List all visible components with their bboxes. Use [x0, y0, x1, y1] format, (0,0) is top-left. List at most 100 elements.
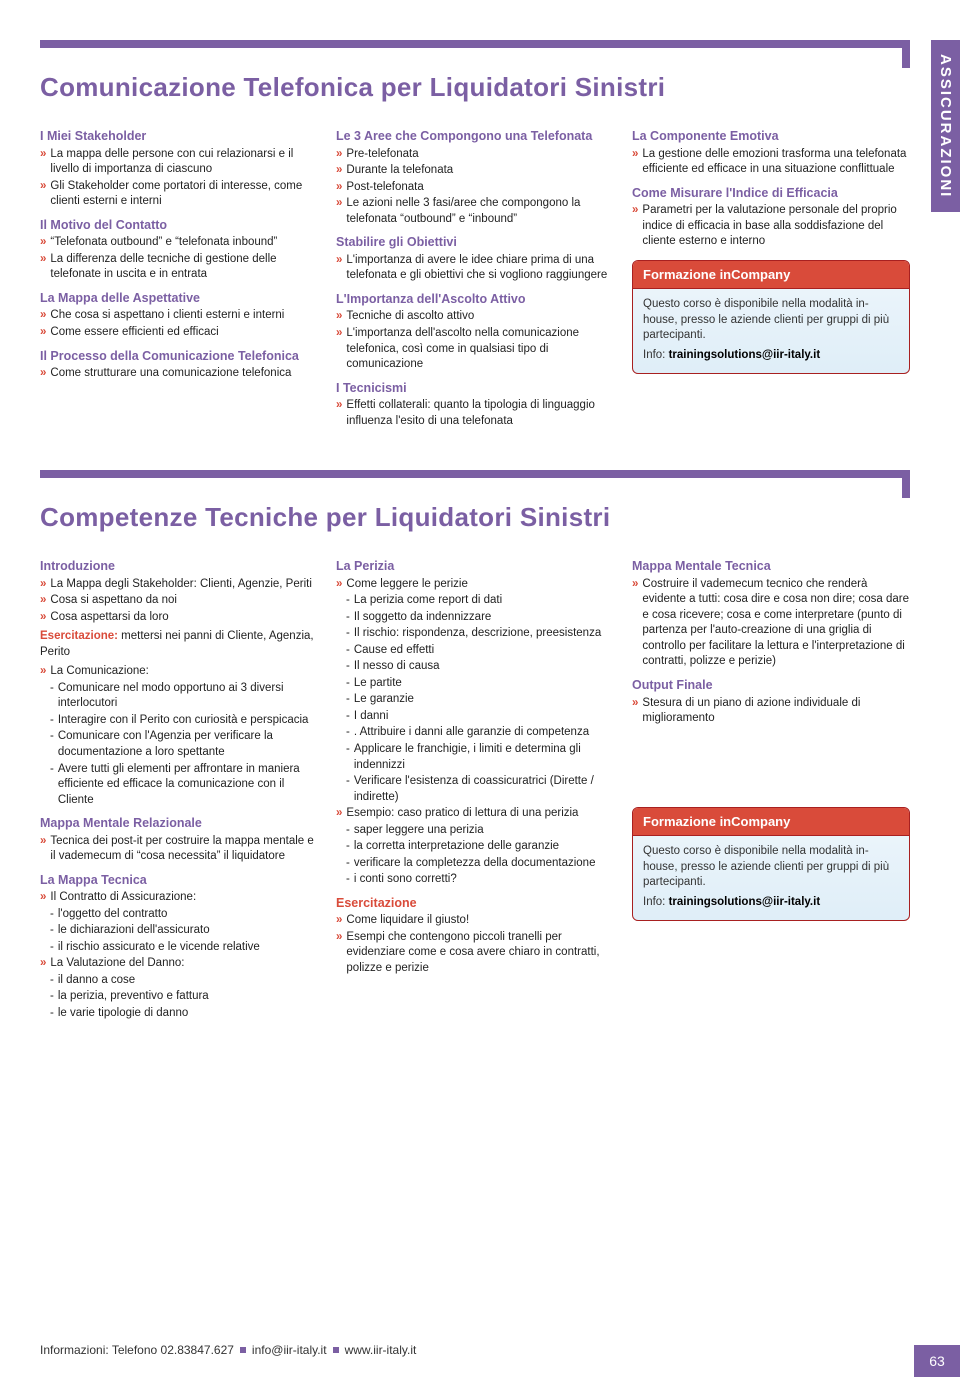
footer-info: Informazioni: Telefono 02.83847.627 [40, 1343, 234, 1357]
bullet: »Effetti collaterali: quanto la tipologi… [336, 398, 614, 429]
s1-col3: La Componente Emotiva »La gestione delle… [632, 121, 910, 430]
bullet: »La Comunicazione: [40, 664, 318, 680]
bullet: »Cosa aspettarsi da loro [40, 610, 318, 626]
footer-site: www.iir-italy.it [345, 1343, 417, 1357]
box-info-email: trainingsolutions@iir-italy.it [669, 896, 821, 908]
dash-item: -Il rischio: rispondenza, descrizione, p… [346, 626, 614, 642]
bullet: »Come strutturare una comunicazione tele… [40, 366, 318, 382]
square-icon [333, 1347, 339, 1353]
incompany-box: Formazione inCompany Questo corso è disp… [632, 260, 910, 375]
bullet: »La Mappa degli Stakeholder: Clienti, Ag… [40, 577, 318, 593]
section-rule [40, 40, 910, 68]
bullet: »L'importanza dell'ascolto nella comunic… [336, 326, 614, 373]
box-info-label: Info: [643, 349, 665, 361]
dash-item: -i conti sono corretti? [346, 872, 614, 888]
bullet: »Come leggere le perizie [336, 577, 614, 593]
dash-item: -Avere tutti gli elementi per affrontare… [50, 762, 318, 809]
dash-item: -Il soggetto da indennizzare [346, 610, 614, 626]
box-text: Questo corso è disponibile nella modalit… [643, 844, 899, 891]
box-title: Formazione inCompany [633, 808, 909, 837]
heading: La Mappa Tecnica [40, 873, 318, 889]
box-text: Questo corso è disponibile nella modalit… [643, 297, 899, 344]
bullet: »Che cosa si aspettano i clienti esterni… [40, 308, 318, 324]
dash-item: -l'oggetto del contratto [50, 907, 318, 923]
heading: La Perizia [336, 559, 614, 575]
heading: Le 3 Aree che Compongono una Telefonata [336, 129, 614, 145]
dash-item: -Interagire con il Perito con curiosità … [50, 713, 318, 729]
page: ASSICURAZIONI Comunicazione Telefonica p… [0, 0, 960, 1377]
dash-item: -Applicare le franchigie, i limiti e det… [346, 742, 614, 773]
bullet: »Parametri per la valutazione personale … [632, 203, 910, 250]
bullet: »Esempi che contengono piccoli tranelli … [336, 930, 614, 977]
dash-item: -verificare la completezza della documen… [346, 856, 614, 872]
bullet: »Costruire il vademecum tecnico che rend… [632, 577, 910, 670]
dash-item: -Le partite [346, 676, 614, 692]
bullet: »Tecnica dei post-it per costruire la ma… [40, 834, 318, 865]
square-icon [240, 1347, 246, 1353]
box-body: Questo corso è disponibile nella modalit… [633, 295, 909, 365]
bullet: »Post-telefonata [336, 180, 614, 196]
dash-item: -La perizia come report di dati [346, 593, 614, 609]
bullet: »Esempio: caso pratico di lettura di una… [336, 806, 614, 822]
bullet: »La Valutazione del Danno: [40, 956, 318, 972]
bullet: »“Telefonata outbound” e “telefonata inb… [40, 235, 318, 251]
heading: Output Finale [632, 678, 910, 694]
heading-esercitazione: Esercitazione [336, 896, 614, 912]
section-2-columns: Introduzione »La Mappa degli Stakeholder… [40, 551, 910, 1022]
section-2-title: Competenze Tecniche per Liquidatori Sini… [40, 502, 910, 533]
bullet: »Come essere efficienti ed efficaci [40, 325, 318, 341]
bullet: »Gli Stakeholder come portatori di inter… [40, 179, 318, 210]
box-info-label: Info: [643, 896, 665, 908]
section-1: Comunicazione Telefonica per Liquidatori… [40, 40, 910, 430]
dash-item: -il danno a cose [50, 973, 318, 989]
dash-item: -Comunicare con l'Agenzia per verificare… [50, 729, 318, 760]
dash-item: -Il nesso di causa [346, 659, 614, 675]
bullet: »Il Contratto di Assicurazione: [40, 890, 318, 906]
box-info-email: trainingsolutions@iir-italy.it [669, 349, 821, 361]
footer-email: info@iir-italy.it [252, 1343, 327, 1357]
footer: Informazioni: Telefono 02.83847.627 info… [40, 1343, 960, 1357]
dash-item: -la corretta interpretazione delle garan… [346, 839, 614, 855]
esercitazione-line: Esercitazione: mettersi nei panni di Cli… [40, 629, 318, 660]
section-1-columns: I Miei Stakeholder »La mappa delle perso… [40, 121, 910, 430]
bullet: »Pre-telefonata [336, 147, 614, 163]
heading: Il Processo della Comunicazione Telefoni… [40, 349, 318, 365]
s1-col2: Le 3 Aree che Compongono una Telefonata … [336, 121, 614, 430]
bullet: »Tecniche di ascolto attivo [336, 309, 614, 325]
heading: Mappa Mentale Relazionale [40, 816, 318, 832]
heading: Stabilire gli Obiettivi [336, 235, 614, 251]
bullet: »La differenza delle tecniche di gestion… [40, 252, 318, 283]
s2-col2: La Perizia »Come leggere le perizie -La … [336, 551, 614, 1022]
esercitazione-head: Esercitazione: [40, 630, 118, 642]
box-body: Questo corso è disponibile nella modalit… [633, 842, 909, 912]
s2-col1: Introduzione »La Mappa degli Stakeholder… [40, 551, 318, 1022]
section-1-title: Comunicazione Telefonica per Liquidatori… [40, 72, 910, 103]
section-rule [40, 470, 910, 498]
dash-item: -I danni [346, 709, 614, 725]
heading: L'Importanza dell'Ascolto Attivo [336, 292, 614, 308]
heading: Come Misurare l'Indice di Efficacia [632, 186, 910, 202]
box-title: Formazione inCompany [633, 261, 909, 290]
heading: I Miei Stakeholder [40, 129, 318, 145]
dash-item: -Verificare l'esistenza di coassicuratri… [346, 774, 614, 805]
dash-item: -saper leggere una perizia [346, 823, 614, 839]
heading: Introduzione [40, 559, 318, 575]
dash-item: -le varie tipologie di danno [50, 1006, 318, 1022]
heading: La Mappa delle Aspettative [40, 291, 318, 307]
bullet: »Le azioni nelle 3 fasi/aree che compong… [336, 196, 614, 227]
dash-item: -Cause ed effetti [346, 643, 614, 659]
incompany-box: Formazione inCompany Questo corso è disp… [632, 807, 910, 922]
bullet: »Durante la telefonata [336, 163, 614, 179]
heading: Mappa Mentale Tecnica [632, 559, 910, 575]
bullet: »Stesura di un piano di azione individua… [632, 696, 910, 727]
dash-item: -la perizia, preventivo e fattura [50, 989, 318, 1005]
side-tab: ASSICURAZIONI [931, 40, 960, 212]
heading: La Componente Emotiva [632, 129, 910, 145]
bullet: »L'importanza di avere le idee chiare pr… [336, 253, 614, 284]
dash-item: -Comunicare nel modo opportuno ai 3 dive… [50, 681, 318, 712]
bullet: »La mappa delle persone con cui relazion… [40, 147, 318, 178]
bullet: »La gestione delle emozioni trasforma un… [632, 147, 910, 178]
dash-item: -le dichiarazioni dell'assicurato [50, 923, 318, 939]
dash-item: -il rischio assicurato e le vicende rela… [50, 940, 318, 956]
page-number: 63 [914, 1345, 960, 1377]
